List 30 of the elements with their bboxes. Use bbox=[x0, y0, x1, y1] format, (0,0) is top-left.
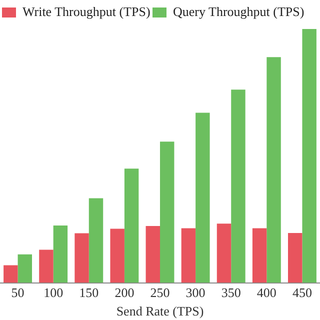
bar bbox=[53, 225, 68, 283]
bar bbox=[216, 224, 232, 283]
bar bbox=[160, 142, 174, 283]
bar bbox=[266, 57, 281, 283]
bar bbox=[88, 198, 104, 283]
bar bbox=[252, 228, 267, 283]
bar bbox=[124, 168, 139, 283]
x-axis-title: Send Rate (TPS) bbox=[116, 304, 204, 319]
bar bbox=[302, 29, 316, 283]
x-tick-label: 200 bbox=[114, 285, 134, 300]
bar bbox=[146, 226, 160, 283]
bar bbox=[196, 112, 210, 283]
bar bbox=[4, 265, 18, 283]
x-tick-label: 350 bbox=[221, 285, 241, 300]
bar bbox=[18, 254, 32, 283]
bar bbox=[288, 233, 302, 283]
bar bbox=[74, 233, 89, 283]
x-tick-label: 450 bbox=[292, 285, 312, 300]
bar bbox=[181, 228, 196, 283]
legend-label: Query Throughput (TPS) bbox=[173, 4, 304, 19]
x-tick-label: 150 bbox=[79, 285, 99, 300]
bar bbox=[39, 250, 54, 283]
x-tick-label: 300 bbox=[186, 285, 206, 300]
x-tick-label: 400 bbox=[256, 285, 276, 300]
x-tick-label: 250 bbox=[150, 285, 170, 300]
x-tick-label: 50 bbox=[11, 285, 24, 300]
legend-label: Write Throughput (TPS) bbox=[22, 4, 150, 19]
bar bbox=[110, 228, 124, 283]
x-tick-label: 100 bbox=[44, 285, 64, 300]
bar bbox=[231, 90, 246, 283]
